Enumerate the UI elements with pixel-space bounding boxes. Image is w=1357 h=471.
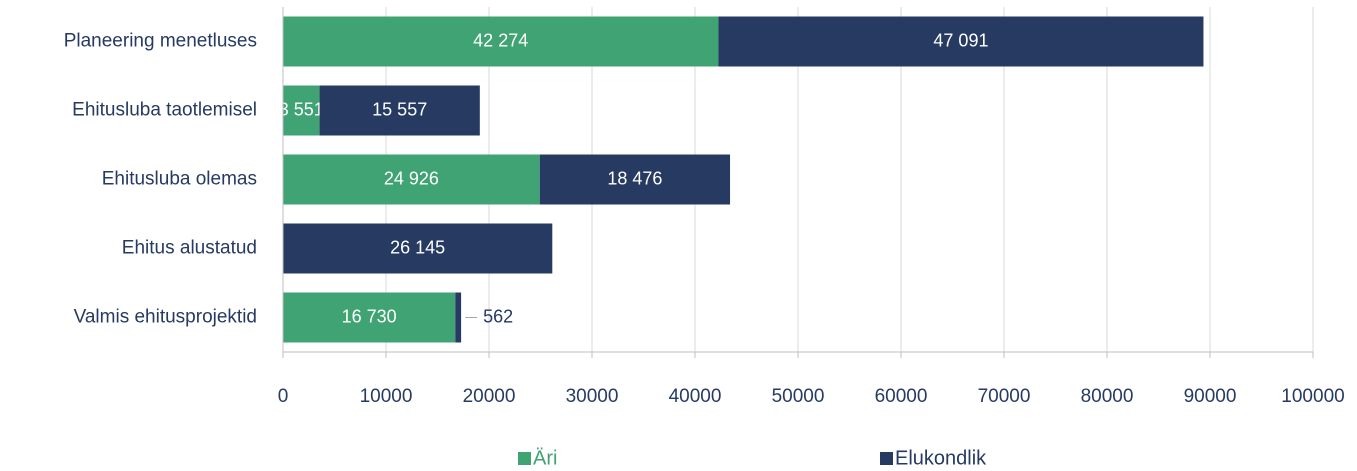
y-tick-label: Planeering menetluses [64, 31, 257, 52]
bar-segment [283, 292, 456, 343]
x-tick-label: 40000 [669, 386, 722, 407]
x-tick-label: 60000 [875, 386, 928, 407]
x-tick-label: 80000 [1081, 386, 1134, 407]
bar-segment [319, 85, 480, 136]
x-tick-label: 100000 [1281, 386, 1344, 407]
value-label: 18 476 [607, 168, 662, 188]
y-tick-label: Valmis ehitusprojektid [74, 307, 257, 328]
x-tick-label: 10000 [360, 386, 413, 407]
x-tick-label: 90000 [1184, 386, 1237, 407]
y-tick-label: Ehitusluba olemas [102, 169, 257, 190]
bar-segment [283, 223, 553, 274]
legend-swatch [880, 452, 893, 465]
y-tick-label: Ehitusluba taotlemisel [72, 100, 257, 121]
legend-label: Äri [533, 447, 557, 469]
bar-segment [283, 16, 719, 67]
bar-segment [539, 154, 731, 205]
y-tick-label: Ehitus alustatud [122, 238, 257, 259]
bar-segment [455, 292, 462, 343]
value-label: 16 730 [342, 306, 397, 326]
x-tick-label: 0 [278, 386, 289, 407]
value-label: 47 091 [933, 30, 988, 50]
x-tick-label: 30000 [566, 386, 619, 407]
legend-label: Elukondlik [895, 447, 987, 469]
value-label: 42 274 [473, 30, 528, 50]
bar-segment [283, 85, 320, 136]
legend-swatch [518, 452, 531, 465]
x-tick-label: 20000 [463, 386, 516, 407]
bar-segment [283, 154, 540, 205]
value-label: 26 145 [390, 237, 445, 257]
value-label: 15 557 [372, 99, 427, 119]
bar-segment [718, 16, 1204, 67]
value-label: 3 551 [279, 99, 324, 119]
x-tick-label: 50000 [772, 386, 825, 407]
x-tick-label: 70000 [978, 386, 1031, 407]
value-label: 562 [483, 306, 513, 326]
value-label: 24 926 [384, 168, 439, 188]
